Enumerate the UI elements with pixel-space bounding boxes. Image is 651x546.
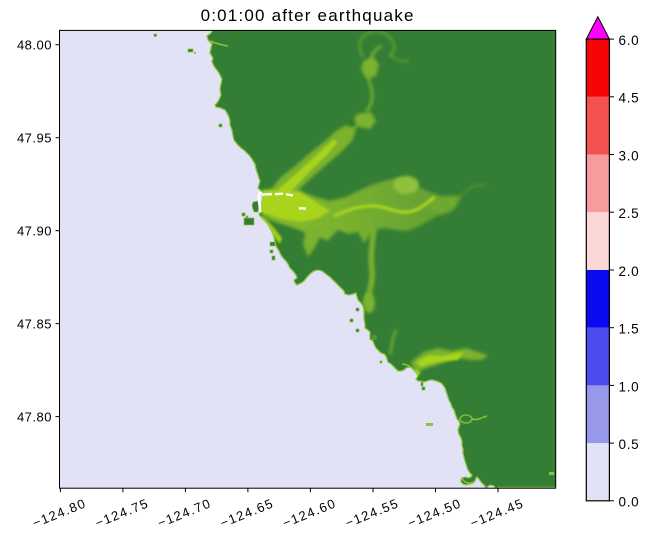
svg-text:−124.45: −124.45 — [468, 495, 526, 530]
svg-text:3.0: 3.0 — [619, 148, 640, 163]
svg-text:−124.80: −124.80 — [30, 495, 88, 530]
svg-text:0:01:00 after earthquake: 0:01:00 after earthquake — [201, 6, 415, 25]
svg-text:47.85: 47.85 — [17, 316, 52, 331]
svg-text:−124.65: −124.65 — [218, 495, 276, 530]
svg-text:2.0: 2.0 — [619, 264, 640, 279]
svg-text:47.95: 47.95 — [17, 131, 52, 146]
svg-text:6.0: 6.0 — [619, 33, 640, 48]
svg-text:−124.75: −124.75 — [93, 495, 151, 530]
svg-text:−124.50: −124.50 — [406, 495, 464, 530]
svg-text:4.5: 4.5 — [619, 91, 640, 106]
svg-text:2.5: 2.5 — [619, 206, 640, 221]
svg-text:−124.70: −124.70 — [155, 495, 213, 530]
svg-text:47.90: 47.90 — [17, 224, 52, 239]
svg-text:−124.60: −124.60 — [280, 495, 338, 530]
svg-text:48.00: 48.00 — [17, 38, 52, 53]
svg-text:0.5: 0.5 — [619, 437, 640, 452]
svg-text:−124.55: −124.55 — [343, 495, 401, 530]
svg-text:1.0: 1.0 — [619, 379, 640, 394]
svg-text:47.80: 47.80 — [17, 409, 52, 424]
svg-text:1.5: 1.5 — [619, 322, 640, 337]
svg-text:0.0: 0.0 — [619, 495, 640, 510]
